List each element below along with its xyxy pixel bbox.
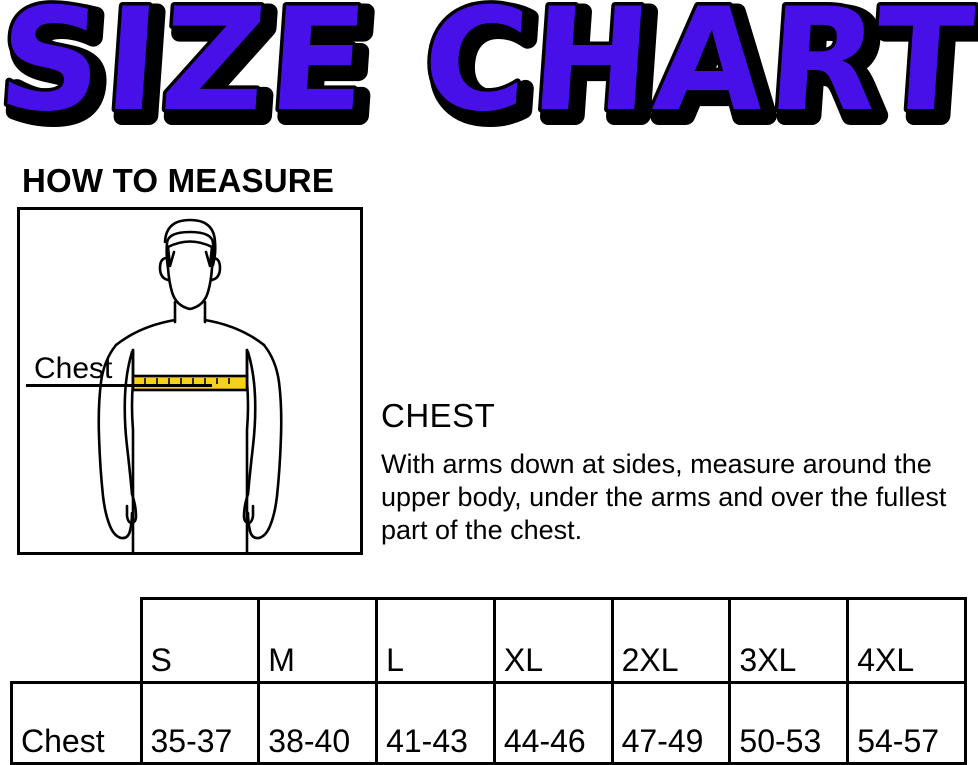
page-title-art: SIZE CHART SIZE CHART [0,0,978,144]
chest-callout: Chest [26,352,326,394]
size-table-grid: S M L XL 2XL 3XL 4XL Chest 35-37 38-40 4… [10,597,967,765]
right-arm-inner-icon [246,350,257,496]
left-arm-outer-icon [97,343,132,540]
left-ear-icon [158,256,170,282]
table-cell-chest-m: 38-40 [257,681,379,765]
right-hand-icon [242,492,255,525]
table-corner-cell [12,599,142,683]
left-shoulder-icon [114,318,177,347]
table-row-chest: Chest 35-37 38-40 41-43 44-46 47-49 50-5… [10,681,967,765]
size-table: S M L XL 2XL 3XL 4XL Chest 35-37 38-40 4… [10,597,967,765]
table-header-xl: XL [492,597,614,684]
page-title-face: SIZE CHART [0,0,978,143]
page-title: SIZE CHART SIZE CHART [0,0,978,144]
right-arm-outer-icon [248,343,283,540]
right-sideburn-icon [204,245,214,268]
table-row-label-chest: Chest [10,681,143,765]
how-to-measure-heading: HOW TO MEASURE [22,162,335,199]
chest-description-body: With arms down at sides, measure around … [381,449,947,545]
face-outline-icon [165,230,215,311]
left-arm-inner-icon [123,350,134,496]
chest-callout-label: Chest [34,352,113,385]
table-cell-chest-xl: 44-46 [492,681,614,765]
table-header-row: S M L XL 2XL 3XL 4XL [12,597,967,684]
hairline-icon [166,240,214,249]
table-header-2xl: 2XL [610,597,732,684]
page-title-shadow: SIZE CHART [1,0,978,144]
chest-description-block: CHEST With arms down at sides, measure a… [381,396,971,547]
left-sideburn-icon [166,245,176,268]
table-header-l: L [375,597,496,684]
hair-outline-icon [163,218,217,267]
measurement-illustration-panel [17,207,363,555]
table-header-s: S [139,597,261,684]
right-shoulder-icon [203,318,266,347]
chest-description-heading: CHEST [381,397,496,434]
table-cell-chest-4xl: 54-57 [846,681,967,765]
table-header-3xl: 3XL [728,597,850,684]
right-ear-icon [210,256,222,282]
male-figure-diagram [97,218,283,552]
left-hand-icon [125,492,138,525]
table-header-4xl: 4XL [846,597,967,684]
table-cell-chest-2xl: 47-49 [610,681,732,765]
chest-leader-line [26,384,212,387]
table-header-m: M [257,597,379,684]
table-cell-chest-l: 41-43 [375,681,496,765]
table-cell-chest-s: 35-37 [139,681,261,765]
table-cell-chest-3xl: 50-53 [728,681,850,765]
